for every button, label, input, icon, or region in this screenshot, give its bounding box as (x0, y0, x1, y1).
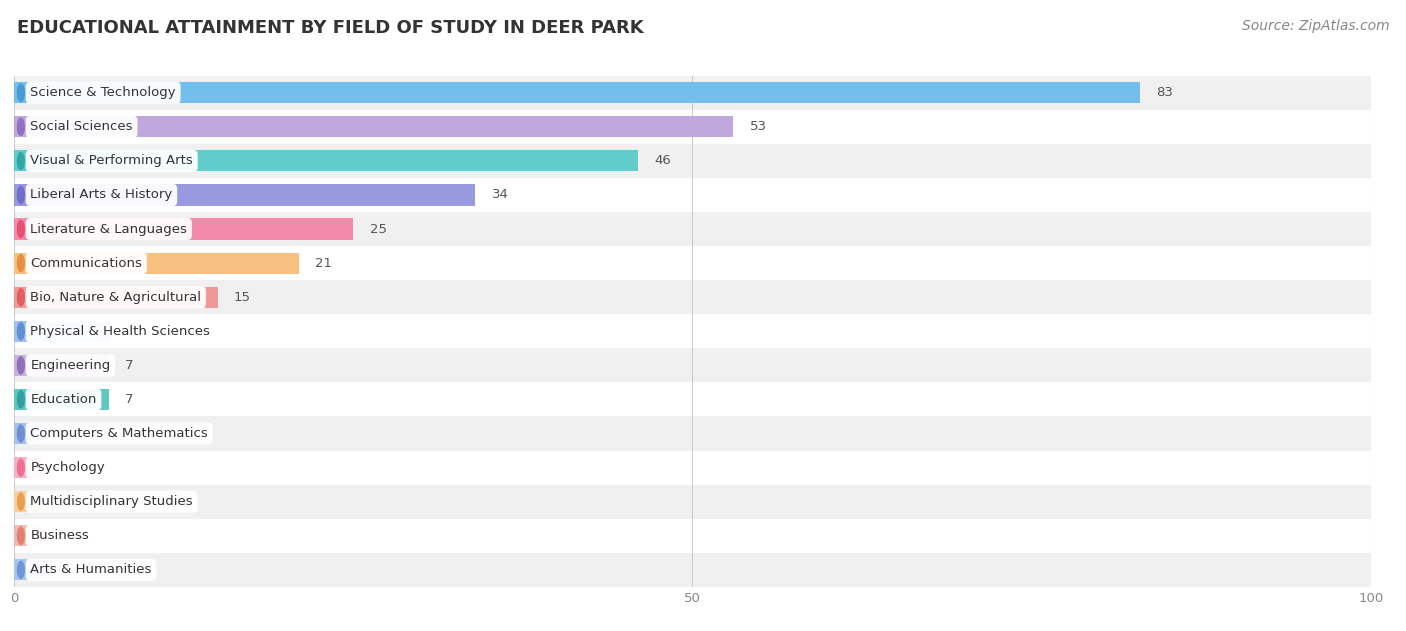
Bar (14, 144, 1371, 178)
Text: 0: 0 (58, 529, 66, 542)
Text: 7: 7 (125, 359, 134, 372)
Bar (14, 355, 110, 376)
Bar (14, 423, 41, 444)
Text: Social Sciences: Social Sciences (31, 121, 132, 133)
Bar (14, 246, 1371, 280)
Bar (14, 314, 1371, 348)
Text: Psychology: Psychology (31, 461, 105, 474)
Text: 0: 0 (58, 495, 66, 508)
Text: Business: Business (31, 529, 89, 542)
Bar (14, 116, 733, 138)
Text: 21: 21 (315, 257, 332, 269)
Bar (14, 150, 638, 172)
Text: Communications: Communications (31, 257, 142, 269)
Text: 53: 53 (749, 121, 766, 133)
Text: Engineering: Engineering (31, 359, 111, 372)
Circle shape (17, 119, 24, 135)
Bar (14, 348, 1371, 382)
Text: Multidisciplinary Studies: Multidisciplinary Studies (31, 495, 193, 508)
Bar (14, 178, 1371, 212)
Text: Computers & Mathematics: Computers & Mathematics (31, 427, 208, 440)
Text: Physical & Health Sciences: Physical & Health Sciences (31, 325, 211, 338)
Text: 34: 34 (492, 189, 509, 201)
Bar (14, 252, 299, 274)
Circle shape (17, 186, 24, 203)
Bar (14, 212, 1371, 246)
Text: Source: ZipAtlas.com: Source: ZipAtlas.com (1241, 19, 1389, 33)
Bar (14, 218, 353, 240)
Bar (14, 525, 41, 546)
Bar (14, 286, 218, 308)
Circle shape (17, 561, 24, 578)
Text: EDUCATIONAL ATTAINMENT BY FIELD OF STUDY IN DEER PARK: EDUCATIONAL ATTAINMENT BY FIELD OF STUDY… (17, 19, 644, 37)
Bar (14, 559, 41, 581)
Circle shape (17, 357, 24, 374)
Bar (14, 451, 1371, 485)
Text: 7: 7 (125, 325, 134, 338)
Bar (14, 389, 110, 410)
Bar (14, 76, 1371, 110)
Circle shape (17, 84, 24, 101)
Bar (14, 485, 1371, 519)
Text: 7: 7 (125, 393, 134, 406)
Text: Education: Education (31, 393, 97, 406)
Bar (14, 110, 1371, 144)
Circle shape (17, 425, 24, 442)
Bar (14, 184, 475, 206)
Bar (14, 280, 1371, 314)
Circle shape (17, 493, 24, 510)
Text: Bio, Nature & Agricultural: Bio, Nature & Agricultural (31, 291, 201, 304)
Text: Liberal Arts & History: Liberal Arts & History (31, 189, 173, 201)
Text: Literature & Languages: Literature & Languages (31, 223, 187, 235)
Bar (14, 321, 110, 342)
Circle shape (17, 220, 24, 237)
Text: 15: 15 (233, 291, 250, 304)
Bar (14, 491, 41, 512)
Bar (14, 382, 1371, 416)
Text: Science & Technology: Science & Technology (31, 86, 176, 99)
Text: Arts & Humanities: Arts & Humanities (31, 563, 152, 576)
Bar (14, 457, 41, 478)
Text: Visual & Performing Arts: Visual & Performing Arts (31, 155, 193, 167)
Circle shape (17, 459, 24, 476)
Circle shape (17, 254, 24, 271)
Text: 0: 0 (58, 563, 66, 576)
Circle shape (17, 288, 24, 305)
Circle shape (17, 152, 24, 169)
Circle shape (17, 527, 24, 544)
Bar (14, 416, 1371, 451)
Circle shape (17, 322, 24, 339)
Text: 83: 83 (1157, 86, 1174, 99)
Text: 46: 46 (654, 155, 671, 167)
Text: 25: 25 (370, 223, 387, 235)
Text: 0: 0 (58, 461, 66, 474)
Bar (14, 553, 1371, 587)
Text: 0: 0 (58, 427, 66, 440)
Bar (14, 519, 1371, 553)
Circle shape (17, 391, 24, 408)
Bar (14, 82, 1140, 103)
